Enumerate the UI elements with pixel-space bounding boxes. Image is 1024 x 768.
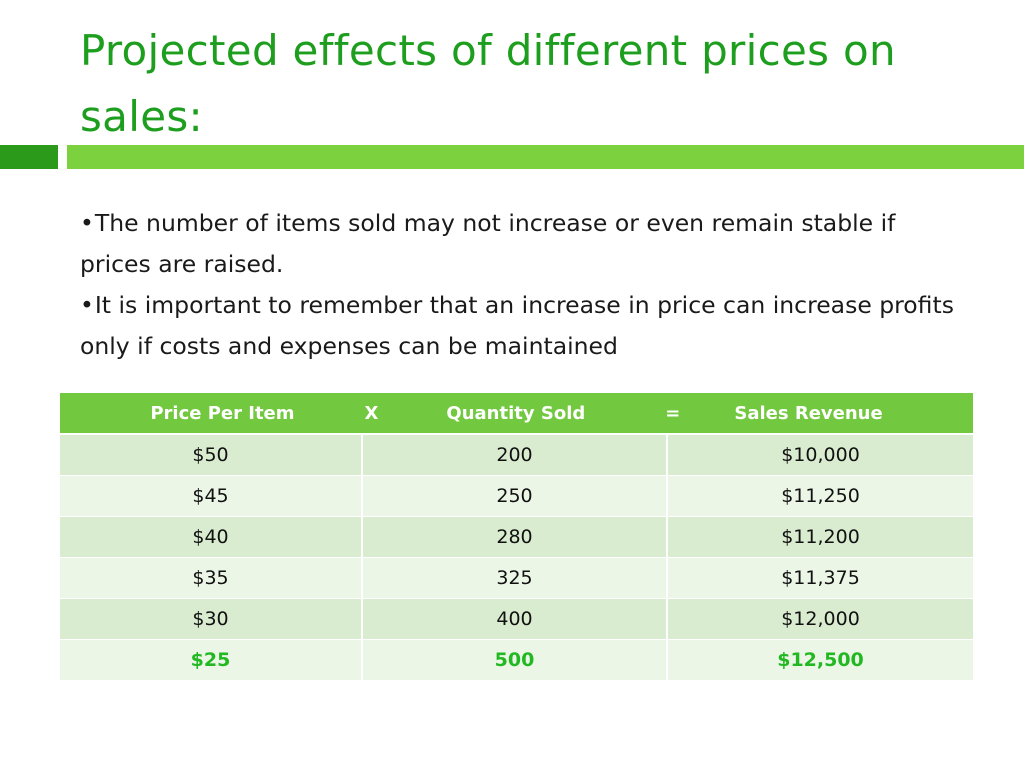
slide-title: Projected effects of different prices on… (80, 26, 896, 141)
bullet-text: It is important to remember that an incr… (80, 291, 954, 360)
header-equals-sign: = (665, 402, 681, 424)
table-row-highlighted: $25 500 $12,500 (60, 640, 974, 681)
price-revenue-table: Price Per Item X Quantity Sold = Sales R… (60, 393, 974, 681)
header-sales-revenue: Sales Revenue (734, 402, 883, 424)
price-cell: $35 (60, 558, 363, 599)
quantity-cell: 250 (363, 476, 668, 517)
header-quantity-sold: Quantity Sold (446, 402, 586, 424)
revenue-cell: $11,375 (668, 558, 974, 599)
header-content: Price Per Item X Quantity Sold = Sales R… (60, 403, 973, 424)
bullet-item: •The number of items sold may not increa… (80, 203, 960, 285)
header-price-per-item: Price Per Item (150, 402, 295, 424)
table-row: $35 325 $11,375 (60, 558, 974, 599)
table-row: $40 280 $11,200 (60, 517, 974, 558)
revenue-cell: $11,200 (668, 517, 974, 558)
quantity-cell: 500 (363, 640, 668, 681)
bullet-dot-icon: • (80, 291, 94, 319)
header-multiply-sign: X (364, 402, 379, 424)
price-cell: $50 (60, 435, 363, 476)
table-row: $50 200 $10,000 (60, 435, 974, 476)
revenue-cell: $12,000 (668, 599, 974, 640)
price-cell: $40 (60, 517, 363, 558)
revenue-cell: $10,000 (668, 435, 974, 476)
quantity-cell: 280 (363, 517, 668, 558)
price-cell: $45 (60, 476, 363, 517)
table-header-row: Price Per Item X Quantity Sold = Sales R… (60, 393, 974, 435)
quantity-cell: 400 (363, 599, 668, 640)
quantity-cell: 325 (363, 558, 668, 599)
revenue-cell: $11,250 (668, 476, 974, 517)
bullet-text: The number of items sold may not increas… (80, 209, 896, 278)
table-row: $30 400 $12,000 (60, 599, 974, 640)
price-cell: $30 (60, 599, 363, 640)
bullet-list: •The number of items sold may not increa… (80, 203, 960, 367)
price-cell: $25 (60, 640, 363, 681)
title-rule-accent (0, 145, 58, 169)
bullet-dot-icon: • (80, 209, 94, 237)
quantity-cell: 200 (363, 435, 668, 476)
table-header: Price Per Item X Quantity Sold = Sales R… (60, 393, 974, 435)
bullet-item: •It is important to remember that an inc… (80, 285, 960, 367)
revenue-cell: $12,500 (668, 640, 974, 681)
title-rule-bar (67, 145, 1024, 169)
table-row: $45 250 $11,250 (60, 476, 974, 517)
